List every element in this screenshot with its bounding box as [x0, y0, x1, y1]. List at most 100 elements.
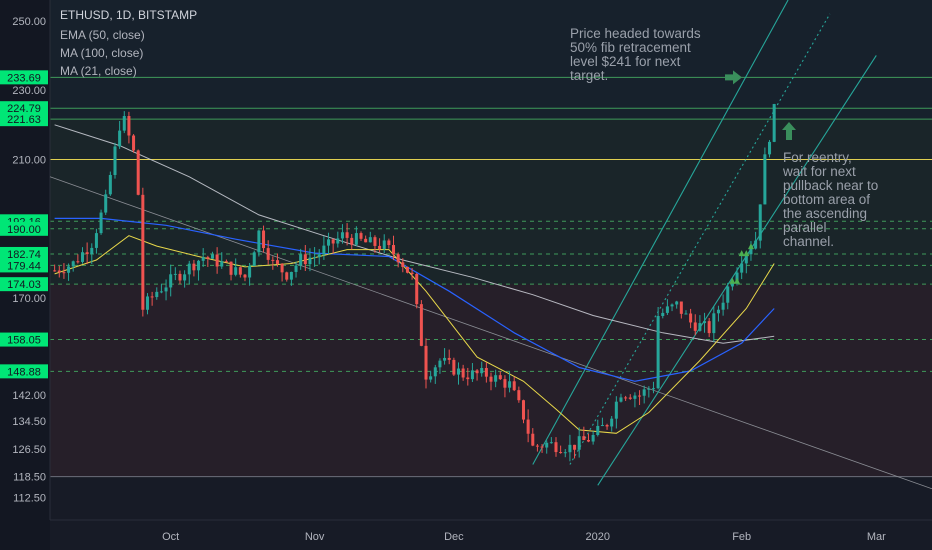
level-badge	[0, 101, 48, 116]
level-badge-label: 221.63	[7, 114, 41, 126]
candle-body	[299, 254, 303, 266]
signal-marker	[734, 277, 741, 284]
candle-body	[229, 261, 233, 275]
candle-body	[619, 397, 623, 402]
level-badge	[0, 364, 48, 379]
candle-body	[327, 239, 331, 246]
candle-body	[772, 104, 776, 142]
candle-body	[707, 321, 711, 334]
candle-body	[670, 304, 674, 307]
up-arrow-icon	[782, 122, 796, 140]
candle-body	[726, 286, 730, 303]
candle-body	[433, 367, 437, 377]
candle-body	[438, 360, 442, 368]
candlesticks	[53, 103, 776, 462]
y-tick-label: 134.50	[12, 416, 46, 428]
candle-body	[94, 233, 98, 248]
level-badge-label: 174.03	[7, 279, 41, 291]
candle-body	[730, 282, 734, 287]
level-badge-label: 233.69	[7, 72, 41, 84]
candle-body	[248, 266, 252, 278]
y-tick-label: 210.00	[12, 154, 46, 166]
candle-body	[624, 397, 628, 399]
candle-body	[145, 296, 149, 310]
candle-body	[192, 263, 196, 271]
candle-body	[605, 425, 609, 427]
candle-body	[220, 261, 224, 267]
candle-body	[549, 442, 553, 444]
symbol-title: ETHUSD, 1D, BITSTAMP	[60, 8, 198, 22]
candle-body	[716, 309, 720, 314]
candle-body	[614, 401, 618, 419]
candle-body	[429, 376, 433, 380]
candle-body	[712, 313, 716, 334]
candle-body	[484, 367, 488, 377]
candle-body	[531, 433, 535, 446]
level-badge	[0, 112, 48, 127]
candle-body	[415, 273, 419, 305]
candle-body	[768, 141, 772, 155]
legend-ema50: EMA (50, close)	[60, 28, 145, 42]
candle-body	[554, 442, 558, 453]
candle-body	[178, 273, 182, 281]
candle-body	[322, 245, 326, 255]
y-tick-label: 250.00	[12, 16, 46, 28]
candle-body	[71, 261, 75, 267]
candle-body	[275, 260, 279, 264]
candle-body	[763, 154, 767, 205]
candle-body	[108, 174, 112, 195]
moving-averages	[54, 124, 775, 434]
candle-body	[271, 259, 275, 261]
candle-body	[201, 257, 205, 261]
signal-marker	[747, 243, 754, 250]
level-badge	[0, 70, 48, 85]
x-tick-label: Feb	[732, 531, 751, 543]
candle-body	[224, 261, 228, 263]
candle-body	[675, 301, 679, 305]
candle-body	[661, 312, 665, 317]
candle-body	[600, 425, 604, 427]
candle-body	[754, 240, 758, 249]
candle-body	[633, 395, 637, 399]
candle-body	[359, 233, 363, 239]
candle-body	[461, 368, 465, 378]
candle-body	[689, 313, 693, 323]
candle-body	[480, 367, 484, 374]
candle-body	[540, 446, 544, 448]
candle-body	[340, 232, 344, 239]
candle-body	[596, 425, 600, 435]
annotation-arrows	[725, 70, 796, 140]
legend-ma21: MA (21, close)	[60, 64, 137, 78]
candle-body	[703, 321, 707, 324]
candle-body	[252, 252, 256, 267]
candle-body	[503, 379, 507, 388]
candle-body	[526, 419, 530, 434]
candle-body	[159, 291, 163, 293]
candle-body	[508, 381, 512, 388]
candle-body	[521, 400, 526, 420]
candle-body	[679, 301, 683, 314]
y-tick-label: 118.50	[13, 472, 46, 484]
candle-body	[280, 263, 284, 273]
target-annotation: Price headed towards 50% fib retracement…	[570, 26, 701, 83]
candle-body	[80, 252, 85, 262]
candle-body	[76, 261, 80, 263]
ma21-line	[54, 235, 775, 434]
candle-body	[591, 434, 595, 442]
candle-body	[447, 357, 451, 360]
candle-body	[197, 260, 201, 271]
candle-body	[262, 230, 266, 249]
candle-body	[118, 130, 122, 147]
level-badge	[0, 277, 48, 292]
candle-body	[183, 274, 187, 281]
candle-body	[164, 287, 168, 292]
candle-body	[257, 230, 261, 253]
candle-body	[266, 248, 270, 260]
candle-body	[656, 316, 660, 389]
candle-body	[419, 304, 423, 346]
candle-body	[132, 135, 136, 151]
y-tick-label: 142.00	[12, 390, 46, 402]
candle-body	[57, 270, 61, 273]
candle-body	[378, 245, 382, 249]
